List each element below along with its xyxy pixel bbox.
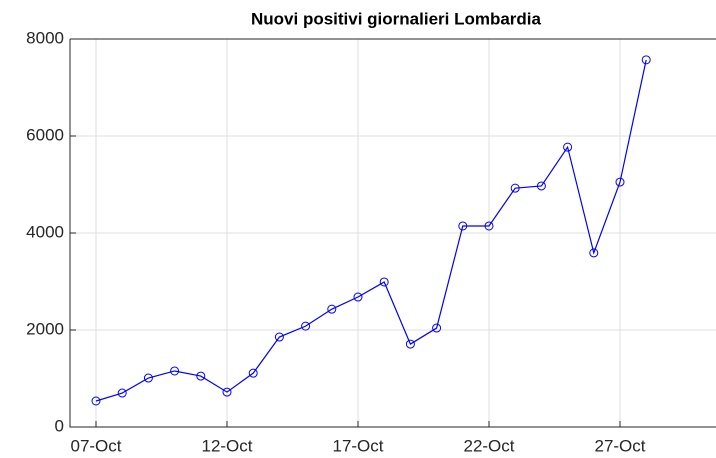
y-tick-label: 0 [55,416,64,435]
marker [563,142,573,152]
x-tick-label: 17-Oct [332,436,383,455]
x-tick-label: 27-Oct [594,436,645,455]
marker [458,221,468,231]
marker [143,373,153,383]
marker [536,181,546,191]
axes-box [69,38,716,428]
y-tick-label: 8000 [26,28,64,47]
x-tick-label: 07-Oct [70,436,121,455]
marker [274,332,284,342]
line [95,59,647,402]
marker [170,366,180,376]
marker [432,323,442,333]
marker [405,339,415,349]
x-tick-label: 22-Oct [463,436,514,455]
chart-title: Nuovi positivi giornalieri Lombardia [251,9,542,28]
marker [641,55,651,65]
marker [117,388,127,398]
x-tick-label: 12-Oct [201,436,252,455]
y-tick-label: 2000 [26,319,64,338]
marker [353,292,363,302]
marker [248,368,258,378]
marker [510,183,520,193]
marker [196,371,206,381]
marker [615,177,625,187]
marker [379,277,389,287]
marker [589,248,599,258]
marker [91,396,101,406]
marker [484,221,494,231]
y-tick-label: 4000 [26,222,64,241]
y-tick-label: 6000 [26,125,64,144]
marker [301,321,311,331]
marker [327,304,337,314]
marker [222,387,232,397]
